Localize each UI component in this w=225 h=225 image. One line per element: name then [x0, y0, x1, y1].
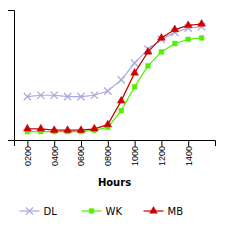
plot: 0200 0400 0600 0800 1000 1200 1400	[8, 11, 216, 167]
x-tick-mark	[188, 140, 189, 146]
x-tick: 1400	[184, 140, 194, 166]
point-marker	[146, 64, 151, 69]
series-line	[27, 38, 201, 132]
point-marker	[91, 92, 98, 99]
point-marker	[37, 124, 45, 131]
legend-item: WK	[82, 206, 123, 217]
point-marker	[51, 92, 58, 99]
x-tick: 0200	[23, 140, 33, 166]
legend-label: DL	[44, 206, 58, 217]
legend-label: WK	[106, 206, 123, 217]
point-marker	[186, 37, 191, 42]
y-axis-line	[8, 11, 15, 141]
x-tick: 0400	[50, 140, 60, 166]
legend-item: MB	[144, 206, 184, 217]
y-axis	[8, 11, 15, 141]
x-tick: 0600	[76, 140, 86, 166]
x-tick-label: 1000	[130, 146, 140, 166]
legend-marker	[150, 207, 158, 214]
series-line	[27, 27, 201, 97]
legend-label: MB	[168, 206, 184, 217]
point-marker	[91, 124, 99, 131]
point-marker	[172, 41, 177, 46]
x-tick-mark	[27, 140, 28, 146]
x-tick-mark	[108, 140, 109, 146]
point-marker	[77, 93, 84, 100]
x-axis-line	[15, 141, 216, 147]
x-tick-label: 0800	[103, 146, 113, 166]
point-marker	[117, 96, 125, 103]
point-marker	[159, 50, 164, 55]
chart: 0200 0400 0600 0800 1000 1200 1400 Hours DL WK MB	[0, 0, 225, 225]
marks	[24, 20, 206, 134]
point-marker	[50, 126, 58, 133]
x-axis: 0200 0400 0600 0800 1000 1200 1400	[15, 140, 216, 166]
x-tick-mark	[135, 140, 136, 146]
point-marker	[198, 20, 206, 27]
point-marker	[144, 47, 152, 54]
series-line	[27, 24, 201, 130]
point-marker	[64, 126, 72, 133]
point-marker	[104, 120, 112, 127]
x-tick-label: 0400	[50, 146, 60, 166]
x-axis-title: Hours	[98, 177, 131, 188]
point-marker	[24, 93, 31, 100]
x-tick-label: 1200	[157, 146, 167, 166]
point-marker	[119, 108, 124, 113]
point-marker	[64, 93, 71, 100]
point-marker	[24, 124, 32, 131]
point-marker	[171, 25, 179, 32]
point-marker	[77, 126, 85, 133]
point-marker	[131, 59, 138, 66]
point-marker	[131, 68, 139, 75]
point-marker	[184, 21, 192, 28]
x-tick-label: 1400	[184, 146, 194, 166]
x-tick: 1200	[157, 140, 167, 166]
x-tick-mark	[54, 140, 55, 146]
legend-marker	[89, 209, 94, 214]
x-tick-label: 0200	[23, 146, 33, 166]
point-marker	[132, 85, 137, 90]
legend: DL WK MB	[20, 206, 184, 217]
x-tick: 1000	[130, 140, 140, 166]
point-marker	[118, 76, 125, 83]
point-marker	[199, 36, 204, 41]
point-marker	[158, 33, 166, 40]
legend-item: DL	[20, 206, 58, 217]
x-tick-mark	[81, 140, 82, 146]
x-tick-label: 0600	[76, 146, 86, 166]
x-tick-mark	[161, 140, 162, 146]
point-marker	[37, 92, 44, 99]
x-tick: 0800	[103, 140, 113, 166]
legend-marker	[26, 207, 33, 214]
point-marker	[104, 87, 111, 94]
